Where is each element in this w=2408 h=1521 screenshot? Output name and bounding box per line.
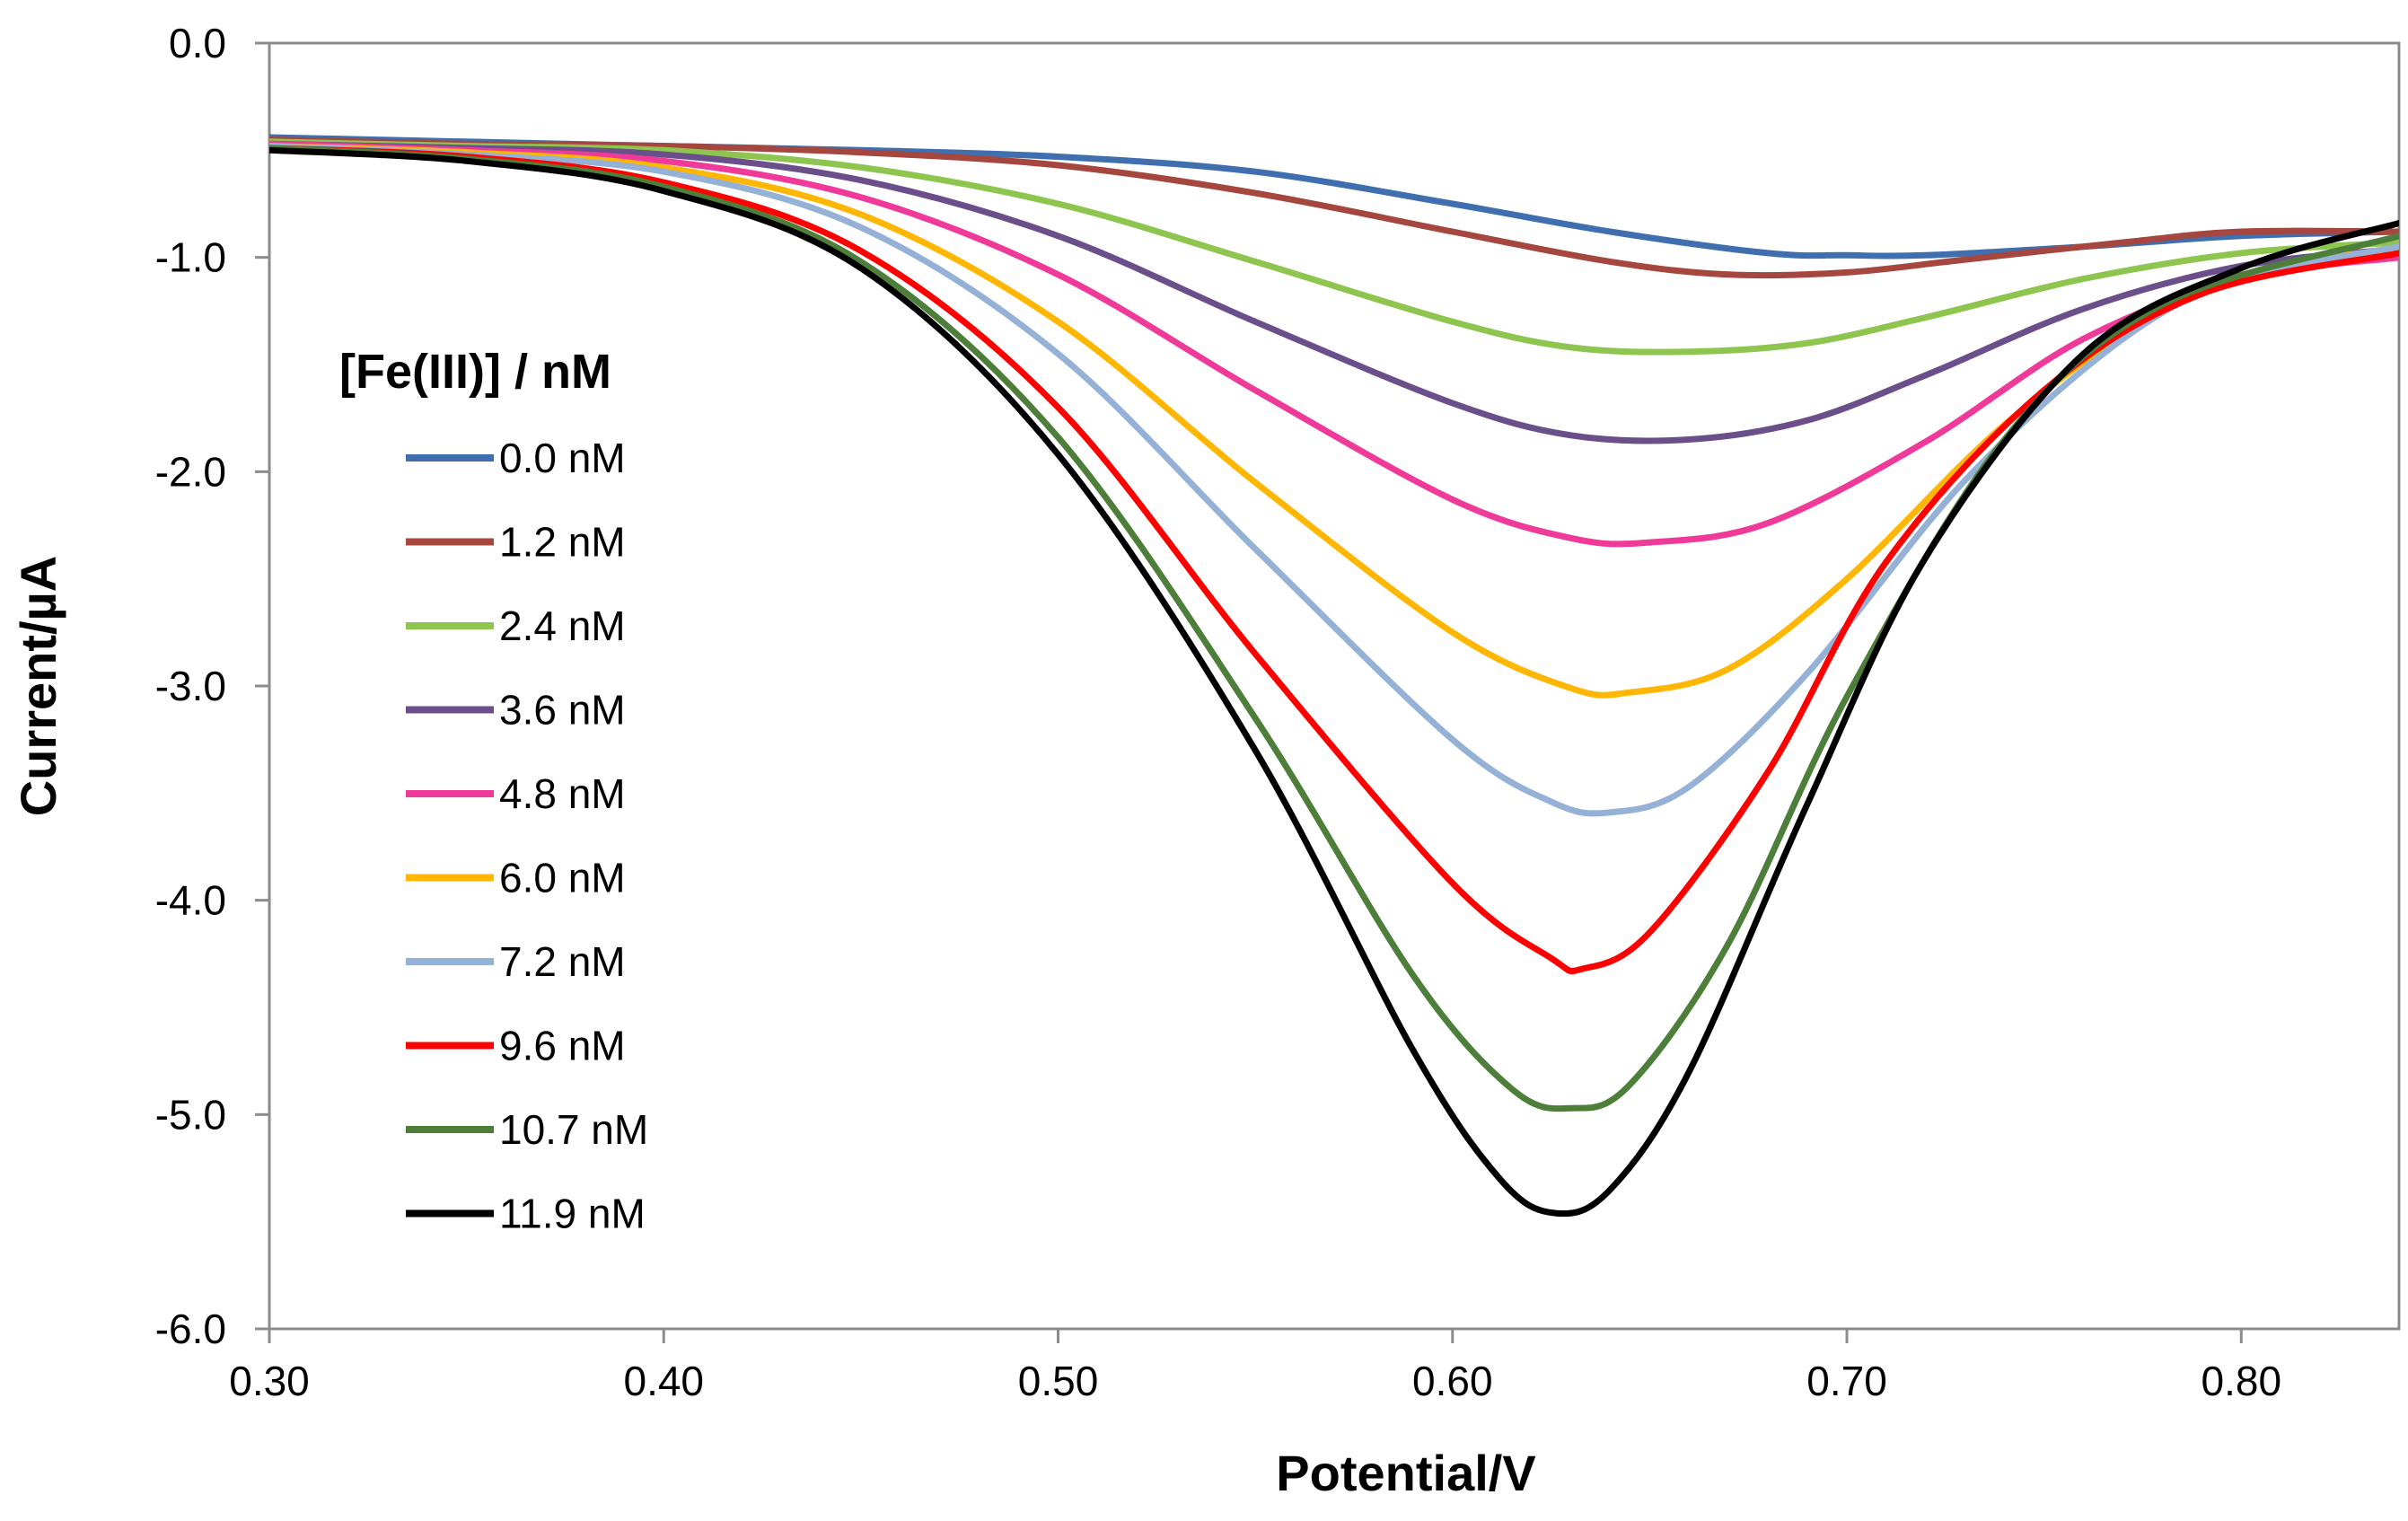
legend-label-0-0-nm: 0.0 nM xyxy=(499,435,626,481)
legend-label-1-2-nm: 1.2 nM xyxy=(499,519,626,566)
y-tick-label: -1.0 xyxy=(155,234,226,281)
x-tick-label: 0.40 xyxy=(623,1358,704,1404)
series-line-3-6-nm xyxy=(269,140,2399,444)
series-line-2-4-nm xyxy=(269,138,2399,356)
y-tick-label: -4.0 xyxy=(155,877,226,924)
x-tick-label: 0.80 xyxy=(2201,1358,2282,1404)
y-axis-title: Current/µA xyxy=(10,556,66,817)
legend-label-9-6-nm: 9.6 nM xyxy=(499,1023,626,1069)
legend-label-3-6-nm: 3.6 nM xyxy=(499,687,626,734)
legend-label-10-7-nm: 10.7 nM xyxy=(499,1106,648,1153)
x-tick-label: 0.70 xyxy=(1806,1358,1887,1404)
series-line-11-9-nm xyxy=(269,146,2399,1218)
x-tick-label: 0.50 xyxy=(1018,1358,1099,1404)
y-tick-label: 0.0 xyxy=(169,20,226,66)
legend: [Fe(III)] / nM 0.0 nM 1.2 nM 2.4 nM 3.6 nM 4.… xyxy=(339,345,648,1237)
x-tick-label: 0.60 xyxy=(1412,1358,1493,1404)
legend-label-2-4-nm: 2.4 nM xyxy=(499,602,626,649)
legend-label-11-9-nm: 11.9 nM xyxy=(499,1191,646,1237)
series-lines xyxy=(269,134,2399,1218)
y-tick-label: -2.0 xyxy=(155,448,226,495)
series-line-9-6-nm xyxy=(269,145,2399,975)
axes: 0.0 -1.0 -2.0 -3.0 -4.0 -5.0 -6.00.30 0.40 0.50 0… xyxy=(10,20,2401,1501)
legend-title: [Fe(III)] / nM xyxy=(339,345,611,399)
series-line-7-2-nm xyxy=(269,143,2399,817)
series-line-1-2-nm xyxy=(269,136,2399,279)
legend-label-6-0-nm: 6.0 nM xyxy=(499,855,626,901)
legend-label-7-2-nm: 7.2 nM xyxy=(499,938,626,985)
series-line-4-8-nm xyxy=(269,140,2399,548)
y-tick-label: -5.0 xyxy=(155,1091,226,1138)
y-tick-label: -6.0 xyxy=(155,1306,226,1352)
legend-label-4-8-nm: 4.8 nM xyxy=(499,770,626,817)
x-axis-title: Potential/V xyxy=(1276,1445,1535,1501)
y-tick-label: -3.0 xyxy=(155,663,226,709)
x-tick-label: 0.30 xyxy=(229,1358,310,1404)
